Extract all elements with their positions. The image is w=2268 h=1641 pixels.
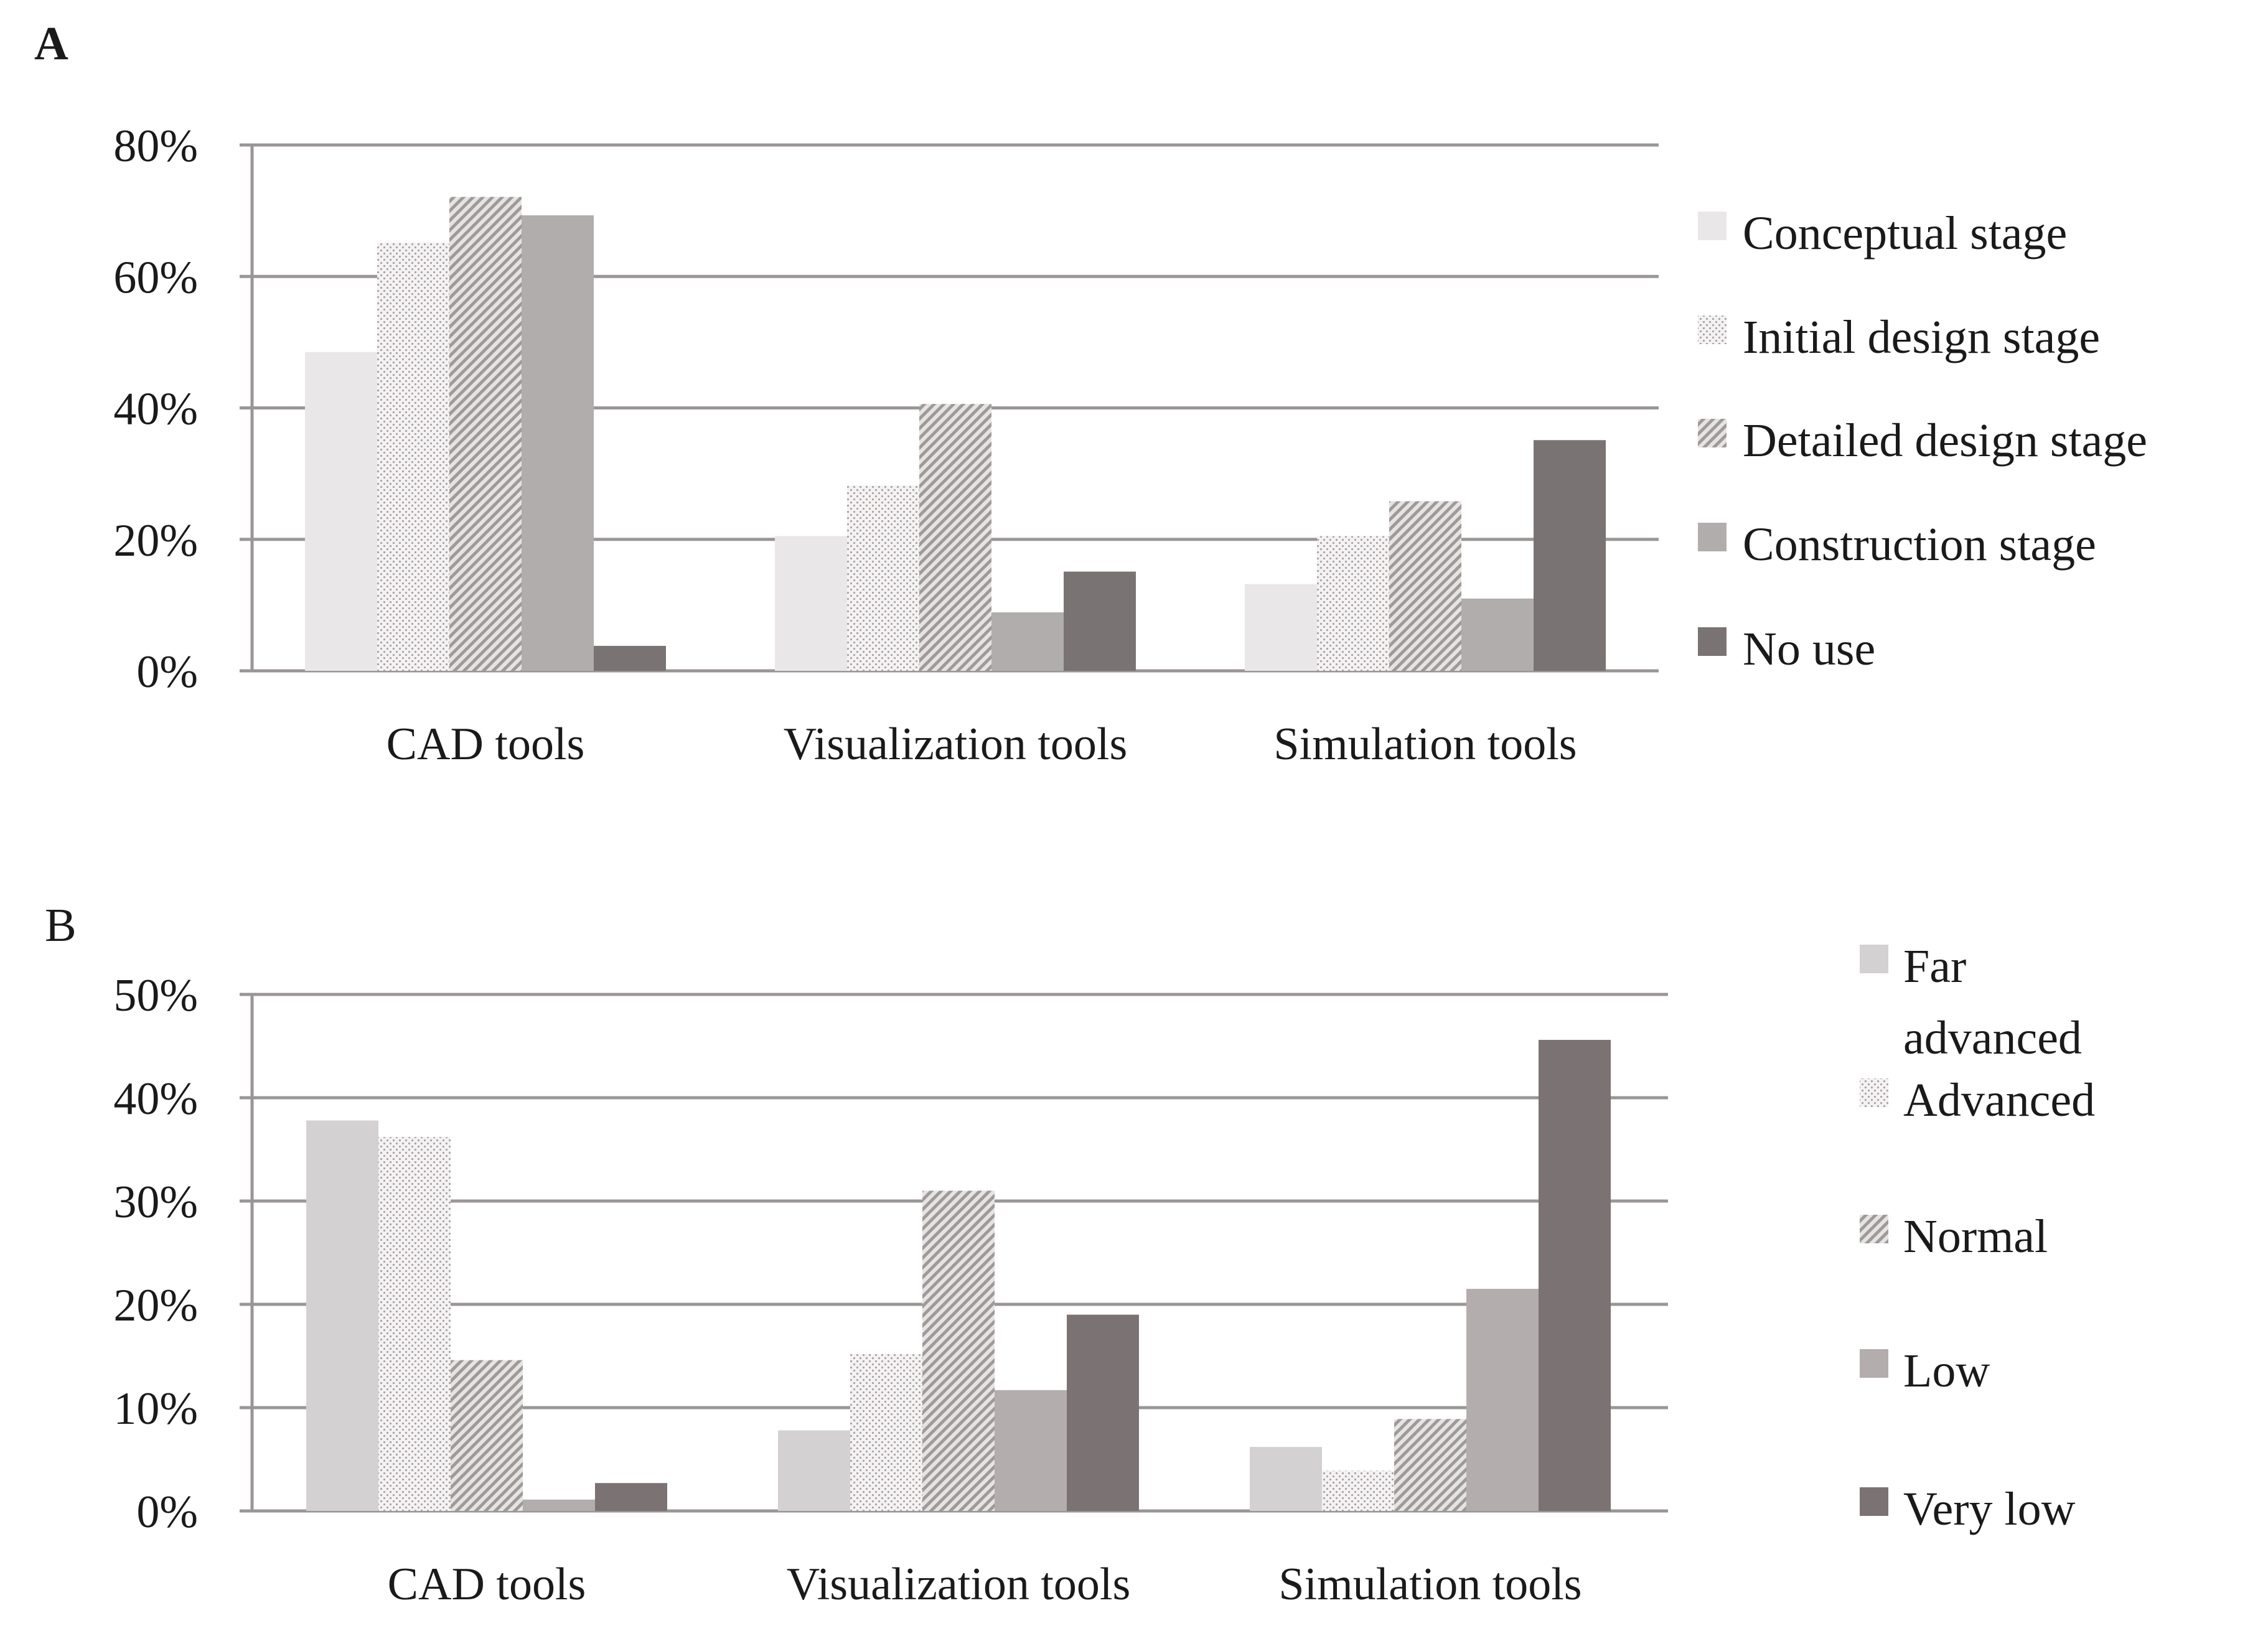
legend-swatch: [1860, 1349, 1888, 1378]
bar: [847, 485, 919, 671]
y-tick-label: 0%: [136, 647, 198, 698]
legend-label: Detailed design stage: [1743, 414, 2147, 467]
bar: [1067, 1314, 1139, 1511]
bar: [1466, 1289, 1539, 1511]
category-labels: CAD tools Visualization tools Simulation t…: [387, 719, 1577, 770]
bar: [922, 1190, 995, 1511]
y-tick-label: 60%: [113, 252, 198, 303]
bar: [305, 352, 377, 671]
legend-swatch: [1698, 212, 1727, 240]
bars: [306, 1040, 1611, 1511]
legend-label: Normal: [1903, 1210, 2048, 1263]
legend-label: Low: [1903, 1345, 1990, 1397]
bar: [919, 404, 991, 671]
bar: [995, 1390, 1067, 1511]
panel-b: B 0% 10% 20% 30% 40% 50% CAD tools Visualizati…: [45, 899, 2095, 1610]
legend: Far advanced Advanced Normal Low Very low: [1860, 940, 2095, 1535]
category-label: Simulation tools: [1278, 1559, 1582, 1610]
category-labels: CAD tools Visualization tools Simulation t…: [388, 1559, 1582, 1610]
legend-swatch: [1860, 945, 1888, 973]
bar: [1245, 584, 1317, 671]
y-tick-label: 20%: [113, 515, 198, 566]
bar: [377, 242, 449, 671]
bar: [775, 536, 847, 671]
bar: [850, 1353, 922, 1511]
legend-swatch: [1860, 1215, 1888, 1243]
bar: [1322, 1470, 1394, 1511]
y-tick-label: 50%: [113, 970, 198, 1021]
legend-label: Far: [1903, 940, 1966, 993]
y-tick-labels: 0% 10% 20% 30% 40% 50%: [113, 970, 198, 1538]
bar: [991, 612, 1064, 671]
y-tick-label: 40%: [113, 384, 198, 435]
y-tick-label: 0%: [136, 1487, 198, 1538]
bar: [523, 1499, 595, 1511]
y-tick-label: 30%: [113, 1177, 198, 1228]
legend-swatch: [1860, 1078, 1888, 1107]
bar: [595, 1483, 667, 1511]
panel-label: B: [45, 899, 77, 951]
bar: [1461, 598, 1534, 671]
legend-swatch: [1698, 419, 1727, 447]
y-tick-label: 40%: [113, 1073, 198, 1124]
bar: [1389, 501, 1461, 671]
category-label: Visualization tools: [787, 1559, 1131, 1610]
bar: [594, 645, 666, 671]
legend-label: Very low: [1903, 1483, 2076, 1535]
bar: [449, 197, 522, 671]
panel-label: A: [34, 17, 68, 70]
legend-swatch: [1698, 523, 1727, 551]
bar: [1534, 440, 1606, 671]
bar: [1539, 1040, 1611, 1511]
bar: [451, 1360, 523, 1511]
bar: [522, 215, 594, 671]
bar: [778, 1430, 850, 1511]
bar: [1064, 571, 1136, 671]
bars: [305, 197, 1606, 671]
y-tick-labels: 0% 20% 40% 60% 80%: [113, 121, 198, 698]
y-tick-label: 20%: [113, 1280, 198, 1331]
legend-label: Initial design stage: [1743, 311, 2100, 363]
bar: [378, 1137, 451, 1511]
category-label: Simulation tools: [1273, 719, 1577, 770]
y-tick-label: 80%: [113, 121, 198, 172]
legend-label: No use: [1743, 623, 1875, 675]
category-label: Visualization tools: [784, 719, 1128, 770]
legend-label: advanced: [1903, 1012, 2082, 1064]
category-label: CAD tools: [387, 719, 585, 770]
legend: Conceptual stage Initial design stage Deta…: [1698, 207, 2147, 675]
panel-a: A 0% 20% 40% 60% 80% CAD tools Visualization …: [34, 17, 2147, 770]
bar: [1317, 536, 1389, 671]
bar: [306, 1120, 378, 1511]
legend-swatch: [1698, 627, 1727, 656]
legend-swatch: [1698, 316, 1727, 344]
legend-swatch: [1860, 1487, 1888, 1516]
legend-label: Advanced: [1903, 1074, 2095, 1126]
y-tick-label: 10%: [113, 1383, 198, 1434]
bar: [1394, 1419, 1466, 1511]
category-label: CAD tools: [388, 1559, 586, 1610]
legend-label: Construction stage: [1743, 518, 2096, 571]
bar: [1250, 1447, 1322, 1511]
legend-label: Conceptual stage: [1743, 207, 2067, 259]
